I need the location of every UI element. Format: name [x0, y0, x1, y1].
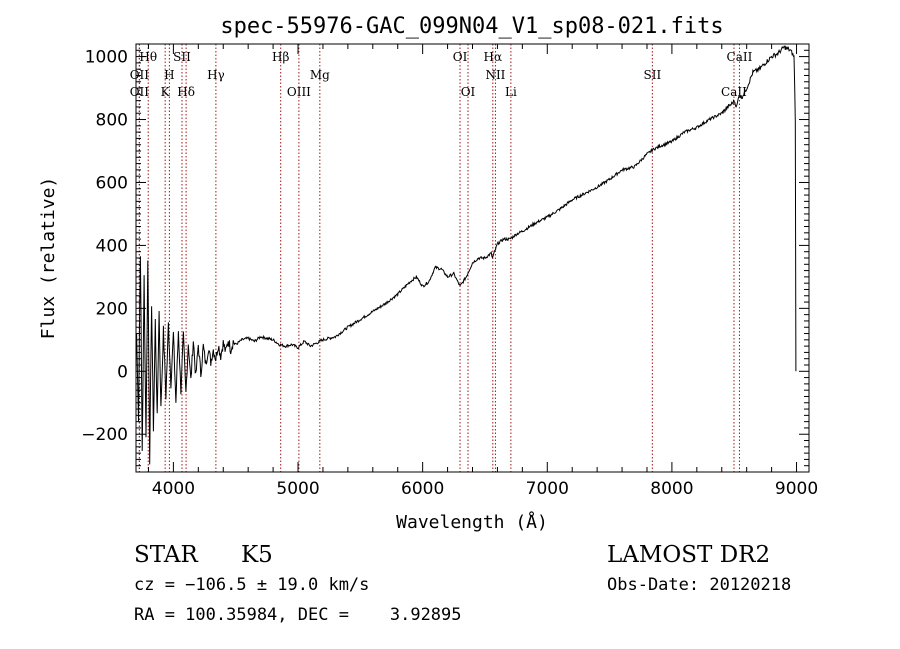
line-marker-label: OIII [287, 85, 311, 99]
chart-title: spec-55976-GAC_099N04_V1_sp08-021.fits [220, 14, 723, 39]
star-class: STAR [134, 542, 198, 568]
obs-date: Obs-Date: 20120218 [607, 575, 791, 595]
line-marker-label: OI [461, 85, 476, 99]
y-axis-label: Flux (relative) [38, 177, 59, 340]
x-tick-label: 8000 [650, 479, 693, 499]
y-tick-label: 200 [96, 299, 128, 319]
line-marker-label: Hθ [139, 50, 157, 64]
y-tick-label: 1000 [85, 48, 128, 68]
spectrum-line [136, 45, 797, 465]
axes: 4000 5000 6000 7000 8000 9000 −200 0 200 400 600 80… [81, 43, 818, 499]
y-tick-label: −200 [81, 425, 128, 445]
y-tick-label: 800 [96, 111, 128, 131]
line-marker-label: CaII [727, 50, 753, 64]
redshift-cz: cz = −106.5 ± 19.0 km/s [134, 575, 369, 595]
y-tick-label: 600 [96, 173, 128, 193]
x-tick-label: 5000 [276, 479, 319, 499]
line-marker-label: Hγ [207, 68, 225, 82]
line-marker-label: OI [453, 50, 468, 64]
x-tick-label: 6000 [401, 479, 444, 499]
line-marker-label: SII [173, 50, 191, 64]
ra-dec: RA = 100.35984, DEC = 3.92895 [134, 605, 462, 625]
line-marker-label: Hβ [272, 50, 289, 64]
line-marker-label: OII [130, 85, 150, 99]
spectrum-series [136, 45, 797, 465]
x-tick-label: 9000 [775, 479, 818, 499]
star-subclass: K5 [241, 542, 273, 568]
line-marker-label: Hδ [177, 85, 195, 99]
y-tick-label: 400 [96, 236, 128, 256]
line-marker-label: K [161, 85, 171, 99]
spectral-line-markers: HθOIIOIIHKSIIHδHγHβMgOIIIOIOIHαNIILiSIIC… [130, 44, 753, 472]
line-marker-label: H [164, 68, 174, 82]
line-marker-label: Mg [310, 68, 330, 82]
x-tick-label: 4000 [152, 479, 195, 499]
x-axis-label: Wavelength (Å) [396, 511, 548, 533]
line-marker-label: CaII [721, 85, 747, 99]
x-tick-label: 7000 [526, 479, 569, 499]
line-marker-label: NII [485, 68, 505, 82]
line-marker-label: SII [643, 68, 661, 82]
y-tick-label: 0 [117, 362, 128, 382]
plot-frame [135, 43, 810, 473]
line-marker-label: Hα [484, 50, 503, 64]
survey-name: LAMOST DR2 [607, 542, 770, 568]
line-marker-label: Li [505, 85, 517, 99]
